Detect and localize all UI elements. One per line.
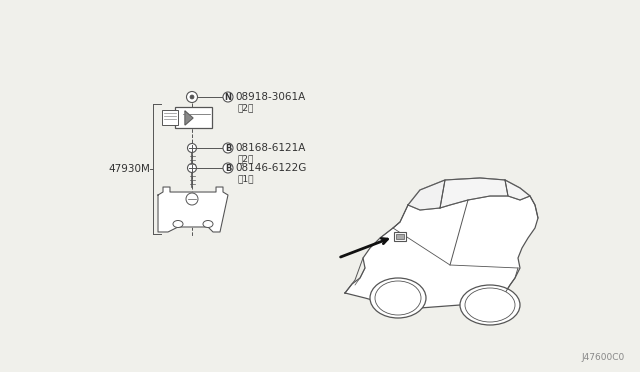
Ellipse shape (375, 281, 421, 315)
Bar (162, 110, 178, 125)
Text: （2）: （2） (238, 154, 254, 164)
Polygon shape (408, 180, 445, 210)
Text: 08146-6122G: 08146-6122G (235, 163, 307, 173)
Bar (396, 234, 404, 239)
Text: B: B (225, 164, 231, 173)
Polygon shape (440, 178, 508, 208)
Text: J47600C0: J47600C0 (582, 353, 625, 362)
Text: 47930M: 47930M (108, 164, 150, 174)
Polygon shape (158, 187, 228, 232)
Circle shape (190, 95, 194, 99)
Circle shape (188, 144, 196, 153)
Ellipse shape (203, 221, 213, 228)
Text: （2）: （2） (238, 103, 254, 112)
Circle shape (186, 193, 198, 205)
Text: 08168-6121A: 08168-6121A (235, 143, 305, 153)
Polygon shape (185, 111, 193, 125)
Polygon shape (345, 178, 538, 308)
Circle shape (223, 143, 233, 153)
Ellipse shape (173, 221, 183, 228)
Text: B: B (225, 144, 231, 153)
Text: 08918-3061A: 08918-3061A (235, 92, 305, 102)
Circle shape (186, 92, 198, 103)
Circle shape (223, 163, 233, 173)
Polygon shape (505, 180, 530, 200)
Bar (394, 232, 406, 241)
Text: N: N (225, 93, 232, 102)
Ellipse shape (370, 278, 426, 318)
Circle shape (223, 92, 233, 102)
Bar (175, 107, 212, 128)
Polygon shape (408, 178, 530, 210)
Text: （1）: （1） (238, 174, 255, 183)
Ellipse shape (465, 288, 515, 322)
Ellipse shape (460, 285, 520, 325)
Circle shape (188, 164, 196, 173)
